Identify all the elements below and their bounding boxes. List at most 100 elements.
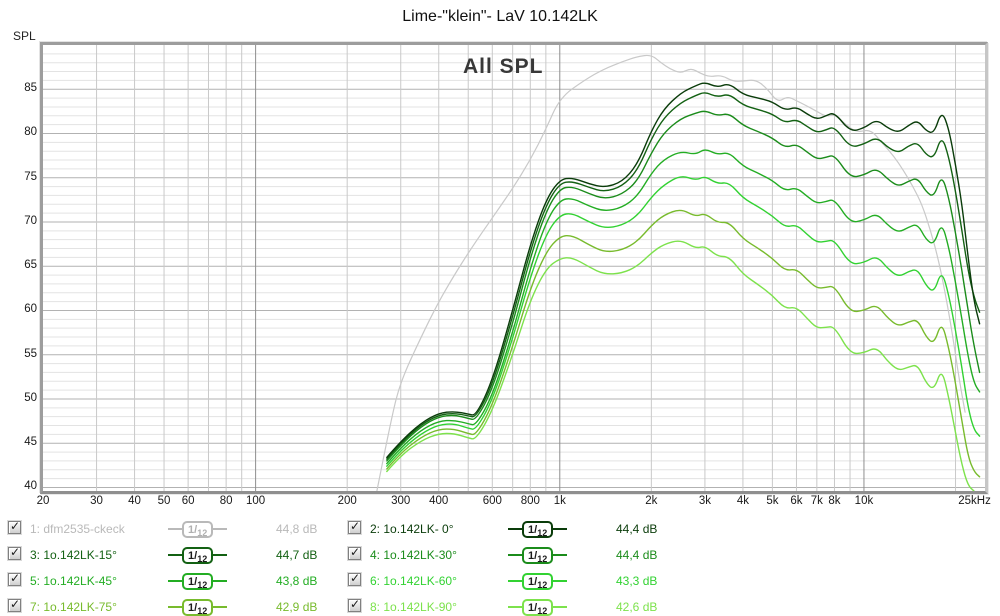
x-tick-label: 2k	[645, 495, 658, 507]
filter-line-right-icon	[553, 554, 568, 556]
x-tick-label: 300	[391, 495, 411, 507]
checkbox-check-icon: ✓	[350, 597, 361, 611]
legend-checkbox[interactable]: ✓	[348, 597, 361, 612]
x-tick-label: 200	[337, 495, 357, 507]
legend-db-value: 44,7 dB	[276, 548, 318, 562]
plot-svg[interactable]	[43, 45, 985, 491]
legend-checkbox[interactable]: ✓	[348, 519, 361, 534]
legend-row: ✓ 4: 1o.142LK-30° 1/12 44,4 dB	[348, 544, 688, 570]
legend-db-value: 44,4 dB	[616, 522, 658, 536]
filter-numerator: 1/	[188, 523, 198, 536]
filter-box[interactable]: 1/12	[522, 520, 554, 538]
legend-filter-widget: 1/12	[168, 572, 228, 590]
y-tick-label: 65	[24, 259, 37, 272]
legend-series-label: 5: 1o.142LK-45°	[30, 574, 117, 588]
legend-series-label: 6: 1o.142LK-60°	[370, 574, 457, 588]
series-curve	[376, 54, 966, 491]
legend-filter-widget: 1/12	[508, 598, 568, 616]
filter-box[interactable]: 1/12	[182, 598, 214, 616]
legend-checkbox[interactable]: ✓	[8, 519, 21, 534]
x-tick-label: 25kHz	[958, 495, 991, 507]
filter-denominator: 12	[537, 579, 548, 590]
filter-denominator: 12	[197, 579, 208, 590]
page-title: Lime-"klein"- LaV 10.142LK	[402, 8, 598, 25]
x-tick-label: 10k	[854, 495, 874, 507]
x-tick-label: 7k	[810, 495, 823, 507]
filter-line-right-icon	[213, 606, 228, 608]
filter-line-left-icon	[168, 528, 182, 530]
y-tick-label: 80	[24, 126, 37, 139]
filter-line-left-icon	[508, 554, 522, 556]
filter-numerator: 1/	[188, 575, 198, 588]
legend-row: ✓ 5: 1o.142LK-45° 1/12 43,8 dB	[8, 570, 348, 596]
x-tick-label: 40	[128, 495, 141, 507]
checkbox-check-icon: ✓	[10, 545, 21, 559]
filter-box[interactable]: 1/12	[182, 520, 214, 538]
y-tick-label: 45	[24, 436, 37, 449]
series-curve	[386, 176, 981, 467]
legend-row: ✓ 2: 1o.142LK- 0° 1/12 44,4 dB	[348, 518, 688, 544]
legend-checkbox[interactable]: ✓	[8, 545, 21, 560]
legend-checkbox[interactable]: ✓	[8, 571, 21, 586]
filter-box[interactable]: 1/12	[182, 546, 214, 564]
filter-box[interactable]: 1/12	[522, 546, 554, 564]
filter-line-left-icon	[168, 606, 182, 608]
filter-line-right-icon	[213, 580, 228, 582]
legend-row: ✓ 7: 1o.142LK-75° 1/12 42,9 dB	[8, 596, 348, 616]
filter-denominator: 12	[537, 527, 548, 538]
checkbox-check-icon: ✓	[350, 545, 361, 559]
filter-line-right-icon	[213, 554, 228, 556]
filter-denominator: 12	[197, 527, 208, 538]
series-curve	[386, 110, 981, 462]
checkbox-check-icon: ✓	[10, 597, 21, 611]
legend-db-value: 42,9 dB	[276, 600, 318, 614]
filter-box[interactable]: 1/12	[522, 598, 554, 616]
legend-db-value: 44,8 dB	[276, 522, 318, 536]
filter-numerator: 1/	[528, 523, 538, 536]
legend-checkbox[interactable]: ✓	[348, 545, 361, 560]
checkbox-check-icon: ✓	[350, 519, 361, 533]
filter-box[interactable]: 1/12	[182, 572, 214, 590]
x-tick-label: 50	[157, 495, 171, 507]
legend-row: ✓ 8: 1o.142LK-90° 1/12 42,6 dB	[348, 596, 688, 616]
x-tick-label: 3k	[698, 495, 711, 507]
x-axis-labels: 20 30 40 50 60 80 100 200 300 400 600 800 1k 2k 3k 4k 5k…	[0, 495, 1000, 511]
legend-db-value: 43,8 dB	[276, 574, 318, 588]
legend-db-value: 42,6 dB	[616, 600, 658, 614]
series-curve	[386, 240, 975, 491]
legend-checkbox[interactable]: ✓	[348, 571, 361, 586]
y-axis-title: SPL	[13, 29, 36, 43]
y-tick-label: 70	[24, 214, 37, 227]
filter-line-right-icon	[553, 528, 568, 530]
legend-checkbox[interactable]: ✓	[8, 597, 21, 612]
filter-line-right-icon	[213, 528, 228, 530]
y-tick-label: 55	[24, 347, 37, 360]
filter-numerator: 1/	[188, 549, 198, 562]
filter-box[interactable]: 1/12	[522, 572, 554, 590]
filter-numerator: 1/	[528, 575, 538, 588]
legend-filter-widget: 1/12	[508, 520, 568, 538]
filter-line-left-icon	[508, 528, 522, 530]
y-tick-label: 75	[24, 170, 37, 183]
filter-numerator: 1/	[528, 601, 538, 614]
x-tick-label: 60	[181, 495, 195, 507]
curves-group	[376, 54, 981, 491]
x-tick-label: 20	[36, 495, 50, 507]
y-tick-label: 85	[24, 82, 37, 95]
x-tick-label: 800	[520, 495, 540, 507]
legend-filter-widget: 1/12	[508, 572, 568, 590]
x-tick-label: 100	[246, 495, 266, 507]
series-curve	[386, 149, 981, 465]
filter-denominator: 12	[537, 553, 548, 564]
legend-db-value: 43,3 dB	[616, 574, 658, 588]
filter-denominator: 12	[537, 605, 548, 616]
series-curve	[386, 92, 981, 460]
checkbox-check-icon: ✓	[350, 571, 361, 585]
filter-denominator: 12	[197, 605, 208, 616]
legend-series-label: 3: 1o.142LK-15°	[30, 548, 117, 562]
legend-series-label: 1: dfm2535-ckeck	[30, 522, 125, 536]
y-tick-label: 50	[24, 391, 37, 404]
x-tick-label: 5k	[766, 495, 779, 507]
filter-line-right-icon	[553, 606, 568, 608]
